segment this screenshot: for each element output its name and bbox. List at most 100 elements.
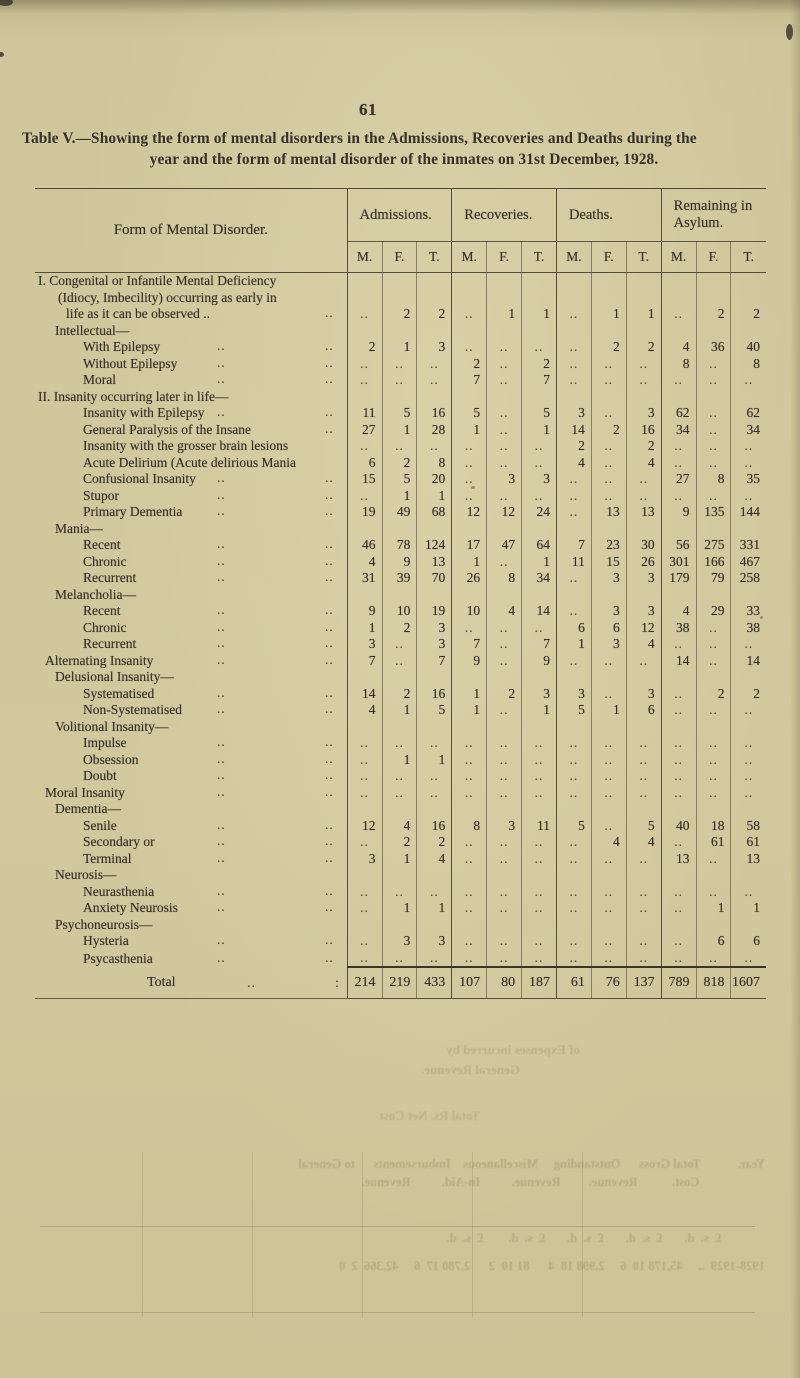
value-cell: 16 xyxy=(416,685,452,702)
row-label-line: (Idiocy, Imbecility) occurring as early … xyxy=(58,289,277,305)
value-cell: 34 xyxy=(521,570,557,587)
leader-dots: .. xyxy=(217,371,226,386)
value-cell: .. xyxy=(381,636,417,653)
leader-dots: .. xyxy=(217,651,226,667)
row-label: Senile.... xyxy=(35,817,347,835)
value-cell: 6 xyxy=(590,619,627,636)
value-cell xyxy=(381,718,417,735)
value-cell: 24 xyxy=(521,504,557,521)
value-cell: .. xyxy=(660,883,697,900)
total-value-cell: 80 xyxy=(486,966,522,999)
value-cell: 4 xyxy=(660,339,697,356)
value-cell: 5 xyxy=(381,471,417,488)
value-cell: 4 xyxy=(625,834,662,851)
value-cell: .. xyxy=(625,768,662,785)
value-cell: 3 xyxy=(555,405,592,422)
value-cell xyxy=(486,916,522,933)
value-cell xyxy=(486,388,522,405)
value-cell xyxy=(555,669,592,686)
value-cell: 8 xyxy=(451,817,487,834)
leader-dots: .. xyxy=(325,404,334,419)
value-cell xyxy=(486,322,522,339)
total-colon: : xyxy=(335,976,340,991)
value-cell xyxy=(346,520,382,537)
value-cell xyxy=(521,801,557,818)
row-label-text: Without Epilepsy xyxy=(83,355,178,371)
value-cell xyxy=(346,916,382,933)
total-label-cell: Total .. : xyxy=(35,967,348,999)
value-cell: 46 xyxy=(346,537,382,554)
value-cell xyxy=(346,867,382,884)
value-cell: .. xyxy=(521,883,557,900)
value-cell: .. xyxy=(695,883,731,900)
value-cell: 3 xyxy=(625,685,662,702)
value-cell: 7 xyxy=(346,652,382,669)
value-cell: 9 xyxy=(381,553,417,570)
value-cell xyxy=(381,586,417,603)
row-label: Intellectual— xyxy=(35,323,347,340)
value-cell: 7 xyxy=(416,652,452,669)
value-cell xyxy=(590,388,627,405)
value-cell: .. xyxy=(695,372,731,389)
value-cell xyxy=(486,801,522,818)
row-label: Confusional Insanity.... xyxy=(35,470,347,488)
value-cell: .. xyxy=(660,636,697,653)
leader-dots: .. xyxy=(217,701,226,716)
value-cell: 3 xyxy=(416,933,452,950)
leader-dots: .. xyxy=(217,635,226,650)
bleed-through-rule xyxy=(40,1226,755,1227)
leader-dots: .. xyxy=(217,569,226,584)
data-row: Obsession...... 1 1.................. xyxy=(35,751,766,768)
value-cell: 3 xyxy=(486,471,522,488)
total-value-cell: 789 xyxy=(660,966,697,999)
row-label-text: Non-Systematised xyxy=(83,702,182,717)
value-cell: 62 xyxy=(660,405,697,422)
value-cell: 79 xyxy=(695,570,731,587)
value-cell xyxy=(555,801,592,818)
value-cell: .. xyxy=(695,768,731,785)
row-label-text: Recent xyxy=(83,603,121,618)
leader-dots: .. xyxy=(325,371,334,386)
value-cell: .. xyxy=(486,438,522,455)
data-row: Recurrent.... 3.. 3 7.. 7 1 3 4...... xyxy=(35,635,766,653)
value-cell: .. xyxy=(730,702,766,719)
value-cell: .. xyxy=(451,834,487,851)
row-label-line: life as it can be observed .. xyxy=(66,306,210,321)
value-cell xyxy=(416,388,452,405)
data-row: Alternating Insanity.... 7.. 7 9.. 9...... 14… xyxy=(35,651,766,669)
value-cell: 28 xyxy=(416,421,452,438)
value-cell: .. xyxy=(381,355,417,372)
value-cell: 1 xyxy=(381,850,417,867)
value-cell xyxy=(730,520,766,537)
row-label-text: Doubt xyxy=(83,768,117,783)
value-cell: .. xyxy=(555,900,592,917)
value-cell: .. xyxy=(590,735,627,752)
value-cell: 17 xyxy=(451,537,487,554)
value-cell: 1 xyxy=(521,553,557,570)
value-cell: .. xyxy=(416,784,452,801)
value-cell: 29 xyxy=(695,603,731,620)
value-cell: 467 xyxy=(730,553,766,570)
value-cell: 1 xyxy=(486,272,522,323)
leader-dots: .. xyxy=(217,536,226,551)
value-cell: 1 xyxy=(625,272,662,323)
row-label: Primary Dementia.... xyxy=(35,503,347,521)
subheader-t: T. xyxy=(416,241,452,273)
value-cell: .. xyxy=(660,768,697,785)
value-cell: 14 xyxy=(555,421,592,438)
value-cell xyxy=(695,916,731,933)
value-cell xyxy=(590,916,627,933)
page-number: 61 xyxy=(359,100,377,119)
leader-dots: .. xyxy=(325,354,334,370)
row-label: Recurrent.... xyxy=(35,569,347,587)
value-cell: 2 xyxy=(346,339,382,356)
leader-dots: .. xyxy=(217,767,226,782)
row-label-text: Psycasthenia xyxy=(83,950,153,966)
value-cell: .. xyxy=(660,487,697,504)
value-cell: .. xyxy=(416,735,452,752)
leader-dots: .. xyxy=(217,882,226,898)
value-cell xyxy=(625,916,662,933)
value-cell: 3 xyxy=(346,850,382,867)
value-cell: .. xyxy=(346,272,382,323)
leader-dots: .. xyxy=(217,734,226,749)
